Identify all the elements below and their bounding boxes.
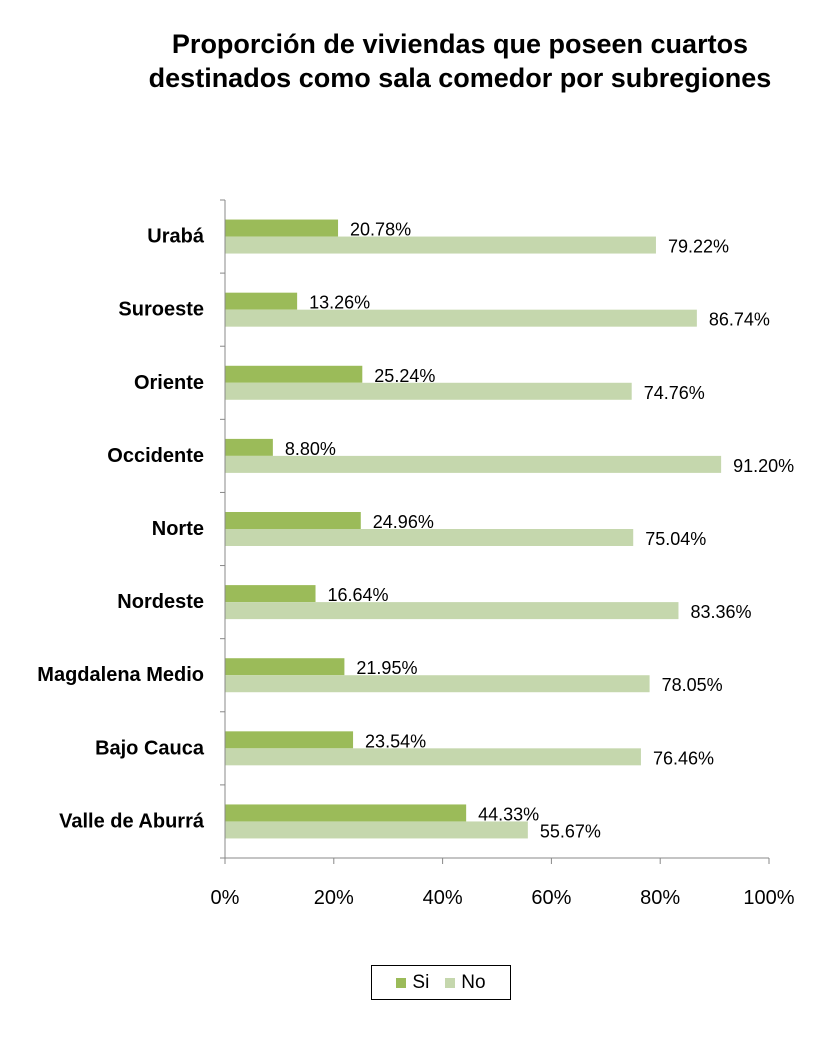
bar-no [225, 675, 650, 693]
bar-si [225, 731, 354, 749]
x-tick-label: 0% [211, 887, 240, 909]
bar-si [225, 365, 363, 383]
bar-si [225, 804, 467, 822]
bar-no [225, 455, 722, 473]
bar-no [225, 529, 634, 546]
category-label: Occidente [107, 445, 204, 467]
bar-no [225, 236, 656, 254]
x-tick-label: 80% [640, 887, 680, 909]
chart-title: Proporción de viviendas que poseen cuart… [148, 29, 772, 93]
bar-si [225, 585, 316, 603]
data-label-si: 8.80% [285, 439, 336, 459]
data-label-no: 74.76% [644, 383, 705, 403]
x-tick-label: 60% [531, 887, 571, 909]
bar-no [225, 382, 632, 400]
category-label: Norte [152, 518, 204, 540]
data-label-no: 78.05% [662, 675, 723, 695]
data-label-si: 25.24% [374, 366, 435, 386]
legend-label-no: No [461, 971, 486, 993]
data-label-no: 55.67% [540, 821, 601, 841]
category-label: Oriente [134, 372, 204, 394]
category-label: Urabá [147, 226, 205, 248]
legend-swatch-no [445, 977, 456, 988]
data-label-no: 75.04% [645, 529, 706, 549]
data-label-no: 86.74% [709, 310, 770, 330]
bar-no [225, 602, 679, 620]
bar-si [225, 438, 273, 456]
bar-si [225, 658, 345, 676]
bar-no [225, 821, 528, 839]
data-label-si: 21.95% [356, 658, 417, 678]
legend-label-si: Si [412, 971, 430, 993]
category-label: Valle de Aburrá [59, 810, 205, 832]
bar-si [225, 512, 361, 529]
bar-no [225, 309, 697, 327]
category-label: Nordeste [117, 591, 204, 613]
x-tick-label: 40% [423, 887, 463, 909]
bar-si [225, 219, 339, 237]
data-label-no: 91.20% [733, 456, 794, 476]
category-label: Bajo Cauca [95, 737, 205, 759]
data-label-si: 20.78% [350, 220, 411, 240]
bar-si [225, 292, 298, 310]
x-tick-label: 20% [314, 887, 354, 909]
data-label-si: 24.96% [373, 512, 434, 532]
category-label: Magdalena Medio [37, 664, 204, 686]
legend-swatch-si [396, 977, 407, 988]
category-label: Suroeste [118, 299, 204, 321]
data-label-si: 23.54% [365, 731, 426, 751]
legend-item-no: No [445, 971, 486, 994]
data-label-no: 76.46% [653, 748, 714, 768]
x-tick-label: 100% [743, 887, 794, 909]
data-label-si: 13.26% [309, 293, 370, 313]
data-label-no: 79.22% [668, 237, 729, 257]
legend-item-si: Si [396, 972, 429, 994]
data-label-si: 44.33% [478, 804, 539, 824]
bar-no [225, 748, 641, 766]
data-label-si: 16.64% [328, 585, 389, 605]
legend: Si No [371, 965, 511, 1000]
data-label-no: 83.36% [690, 602, 751, 622]
